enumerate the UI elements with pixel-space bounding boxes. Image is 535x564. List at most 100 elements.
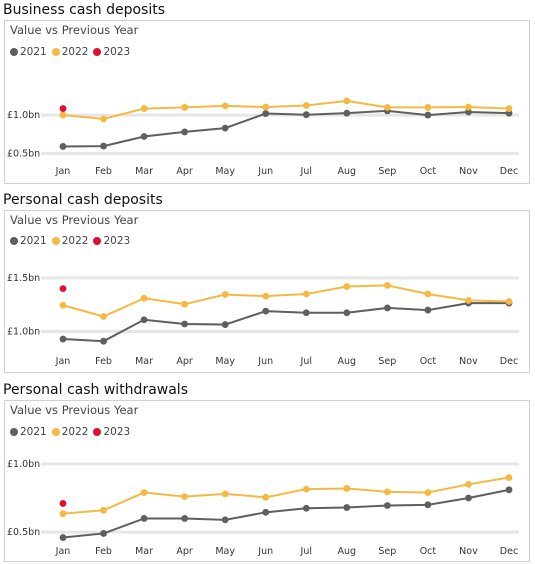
legend-swatch [51,428,60,436]
data-point [181,493,189,501]
legend-item: 2022 [51,46,88,58]
x-tick-label: Feb [95,166,112,177]
data-point [383,304,391,312]
legend-swatch [93,237,102,245]
y-tick-label: £1.0bn [7,327,40,338]
data-point [221,291,229,298]
x-tick-label: May [215,356,235,367]
legend-item: 2021 [10,235,47,247]
x-tick-label: Jan [55,356,71,367]
legend-swatch [10,237,18,245]
x-tick-label: Jan [55,166,71,177]
data-point [59,143,67,150]
data-point [343,283,351,290]
data-point [100,506,107,514]
data-point [140,105,148,112]
x-tick-label: Jan [55,546,71,557]
data-point [221,516,229,524]
data-point [465,297,472,304]
data-point [505,298,513,305]
chart-title: Business cash deposits [3,2,165,18]
data-point [424,104,432,111]
data-point [465,494,472,502]
data-point [221,321,229,328]
data-point [465,480,472,488]
x-tick-label: Jul [300,356,312,367]
chart-title: Personal cash deposits [3,192,163,208]
series-line [62,302,509,343]
x-tick-label: Nov [459,546,478,557]
data-point [181,300,189,308]
x-tick-label: Mar [135,356,153,367]
legend-item: 2022 [51,235,89,247]
data-point [302,290,310,298]
data-point [383,281,391,289]
legend-label: 2022 [61,235,89,247]
x-tick-label: Jun [257,166,273,177]
data-point [100,337,107,345]
data-point [424,290,432,298]
data-point [505,105,513,112]
x-tick-label: Feb [95,546,112,557]
legend-label: 2022 [61,426,89,438]
legend-item: 2023 [93,235,130,247]
data-point [59,500,67,507]
chart-legend: 2021 2022 2023 [10,426,135,439]
x-tick-label: Oct [420,166,437,177]
series-line [62,488,510,539]
data-point [59,105,67,112]
legend-label: 2021 [20,46,47,58]
data-point [343,97,351,105]
x-tick-label: Apr [176,356,193,367]
data-point [59,335,67,343]
legend-swatch [93,48,102,56]
x-tick-label: Jun [257,356,273,367]
data-point [424,489,432,496]
data-point [181,515,189,522]
data-point [140,489,148,496]
legend-label: 2023 [103,46,131,58]
x-tick-label: Aug [338,166,357,177]
data-point [59,301,67,309]
x-tick-label: Jun [257,546,273,557]
data-point [262,493,270,501]
x-tick-label: Mar [135,166,153,177]
y-tick-label: £1.0bn [7,459,40,470]
data-point [221,490,229,498]
chart-frame: Value vs Previous Year 2021 2022 2023 £0.5… [4,20,530,184]
y-tick-label: £1.5bn [7,273,40,284]
series-line [62,476,510,515]
data-point [343,504,351,511]
x-tick-label: Jul [300,546,312,557]
x-tick-label: Sep [378,356,396,367]
chart-personal-cash-deposits: Personal cash deposits Value vs Previous… [0,192,535,382]
data-point [343,485,351,492]
data-point [505,474,513,481]
data-point [181,320,189,328]
data-point [59,534,67,541]
data-point [262,307,270,315]
series-line [62,284,510,318]
data-point [100,142,107,150]
x-tick-label: Aug [338,356,357,367]
legend-label: 2023 [103,235,131,247]
data-point [262,292,270,300]
legend-swatch [51,48,60,56]
legend-label: 2023 [103,426,131,438]
x-tick-label: Dec [500,546,518,557]
data-point [100,115,107,123]
series-line [62,99,510,120]
legend-label: 2021 [20,235,47,247]
legend-label: 2021 [20,426,47,438]
data-point [424,111,432,119]
legend-swatch [51,237,60,245]
chart-plot: £0.5bn £1.0bn Jan Feb Mar Apr May Jun Jul Aug Sep O… [7,459,519,557]
x-tick-label: Feb [95,356,112,367]
x-tick-label: Aug [338,546,357,557]
x-tick-label: Sep [378,546,396,557]
data-point [262,508,270,516]
x-tick-label: Sep [378,166,396,177]
data-point [221,124,229,132]
data-point [424,501,432,509]
chart-legend: 2021 2022 2023 [10,46,135,59]
